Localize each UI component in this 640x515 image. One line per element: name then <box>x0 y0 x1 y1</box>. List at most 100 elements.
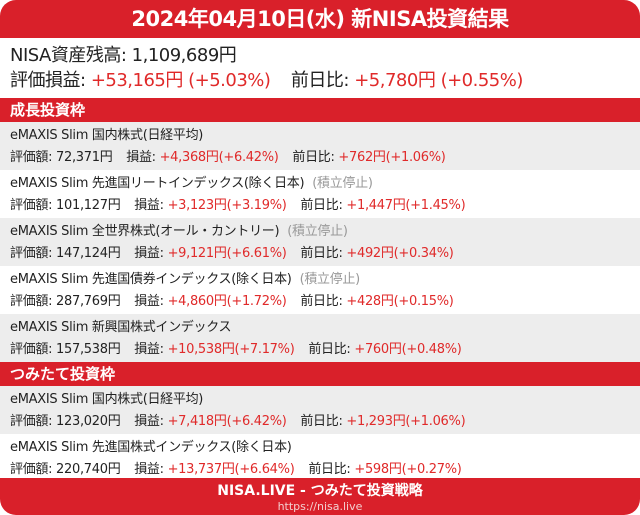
value-label: 評価額: <box>10 414 53 429</box>
day-value: +5,780円 <box>354 70 436 91</box>
fund-row: eMAXIS Slim 先進国リートインデックス(除く日本) (積立停止) 評価額… <box>0 170 640 218</box>
fund-row: eMAXIS Slim 国内株式(日経平均) 評価額: 123,020円 損益:… <box>0 386 640 434</box>
footer-url[interactable]: https://nisa.live <box>277 500 363 513</box>
fund-value: 287,769円 <box>56 294 121 309</box>
fund-name: eMAXIS Slim 全世界株式(オール・カントリー) <box>10 224 280 239</box>
section-header: 成長投資枠 <box>0 98 640 122</box>
fund-row: eMAXIS Slim 先進国債券インデックス(除く日本) (積立停止) 評価額:… <box>0 266 640 314</box>
fund-name: eMAXIS Slim 国内株式(日経平均) <box>10 392 204 407</box>
fund-pl: +9,121円 <box>167 246 227 261</box>
fund-name-line: eMAXIS Slim 先進国債券インデックス(除く日本) (積立停止) <box>10 269 630 291</box>
fund-pl-pct: (+7.17%) <box>234 342 295 357</box>
sections: 成長投資枠 eMAXIS Slim 国内株式(日経平均) 評価額: 72,371… <box>0 98 640 482</box>
page-title: 2024年04月10日(水) 新NISA投資結果 <box>0 0 640 38</box>
fund-name: eMAXIS Slim 先進国債券インデックス(除く日本) <box>10 272 292 287</box>
balance-label: NISA資産残高: <box>10 45 127 66</box>
fund-note: (積立停止) <box>312 176 373 191</box>
fund-row: eMAXIS Slim 新興国株式インデックス 評価額: 157,538円 損益… <box>0 314 640 362</box>
fund-day-pct: (+0.27%) <box>401 462 462 477</box>
fund-pl-pct: (+6.42%) <box>226 414 287 429</box>
balance-value: 1,109,689円 <box>131 45 237 66</box>
pl-label: 損益: <box>134 294 164 309</box>
fund-pl: +3,123円 <box>167 198 227 213</box>
fund-name-line: eMAXIS Slim 全世界株式(オール・カントリー) (積立停止) <box>10 221 630 243</box>
pl-label: 損益: <box>134 342 164 357</box>
fund-row: eMAXIS Slim 先進国株式インデックス(除く日本) 評価額: 220,7… <box>0 434 640 482</box>
value-label: 評価額: <box>10 246 53 261</box>
day-pct: (+0.55%) <box>440 70 524 91</box>
fund-pl: +4,368円 <box>159 150 219 165</box>
value-label: 評価額: <box>10 198 53 213</box>
fund-pl: +10,538円 <box>167 342 235 357</box>
summary: NISA資産残高: 1,109,689円 評価損益: +53,165円 (+5.… <box>0 38 640 98</box>
pl-label: 損益: <box>134 414 164 429</box>
value-label: 評価額: <box>10 294 53 309</box>
fund-pl-pct: (+1.72%) <box>226 294 287 309</box>
fund-values: 評価額: 157,538円 損益: +10,538円(+7.17%) 前日比: … <box>10 339 630 361</box>
day-label: 前日比: <box>292 150 335 165</box>
fund-day-pct: (+1.06%) <box>385 150 446 165</box>
fund-pl: +13,737円 <box>167 462 235 477</box>
section-header: つみたて投資枠 <box>0 362 640 386</box>
fund-name-line: eMAXIS Slim 先進国リートインデックス(除く日本) (積立停止) <box>10 173 630 195</box>
fund-values: 評価額: 101,127円 損益: +3,123円(+3.19%) 前日比: +… <box>10 195 630 217</box>
pl-label: 損益: <box>134 462 164 477</box>
day-label: 前日比: <box>300 414 343 429</box>
fund-name: eMAXIS Slim 国内株式(日経平均) <box>10 128 204 143</box>
fund-day: +598円 <box>354 462 402 477</box>
day-label: 前日比: <box>308 462 351 477</box>
fund-day-pct: (+1.45%) <box>405 198 466 213</box>
fund-value: 101,127円 <box>56 198 121 213</box>
fund-pl-pct: (+6.64%) <box>234 462 295 477</box>
fund-day-pct: (+0.34%) <box>393 246 454 261</box>
fund-name-line: eMAXIS Slim 新興国株式インデックス <box>10 317 630 339</box>
fund-value: 123,020円 <box>56 414 121 429</box>
fund-day: +492円 <box>346 246 394 261</box>
fund-value: 147,124円 <box>56 246 121 261</box>
fund-day: +760円 <box>354 342 402 357</box>
fund-day-pct: (+0.48%) <box>401 342 462 357</box>
fund-values: 評価額: 72,371円 損益: +4,368円(+6.42%) 前日比: +7… <box>10 147 630 169</box>
fund-name-line: eMAXIS Slim 先進国株式インデックス(除く日本) <box>10 437 630 459</box>
value-label: 評価額: <box>10 462 53 477</box>
fund-pl: +4,860円 <box>167 294 227 309</box>
fund-value: 157,538円 <box>56 342 121 357</box>
fund-row: eMAXIS Slim 全世界株式(オール・カントリー) (積立停止) 評価額: … <box>0 218 640 266</box>
fund-note: (積立停止) <box>299 272 361 287</box>
footer-title: NISA.LIVE - つみたて投資戦略 <box>217 483 423 499</box>
fund-day-pct: (+1.06%) <box>405 414 466 429</box>
day-label: 前日比: <box>308 342 351 357</box>
day-label: 前日比: <box>300 246 343 261</box>
fund-value: 220,740円 <box>56 462 121 477</box>
pl-label: 損益: <box>126 150 156 165</box>
fund-pl-pct: (+6.61%) <box>226 246 287 261</box>
fund-name: eMAXIS Slim 先進国リートインデックス(除く日本) <box>10 176 305 191</box>
pl-label: 損益: <box>134 246 164 261</box>
footer: NISA.LIVE - つみたて投資戦略 https://nisa.live <box>0 478 640 515</box>
fund-day: +1,447円 <box>346 198 406 213</box>
fund-name-line: eMAXIS Slim 国内株式(日経平均) <box>10 389 630 411</box>
fund-day: +762円 <box>338 150 386 165</box>
fund-pl: +7,418円 <box>167 414 227 429</box>
balance-line: NISA資産残高: 1,109,689円 <box>10 43 630 68</box>
pl-label: 評価損益: <box>10 70 86 91</box>
value-label: 評価額: <box>10 150 53 165</box>
pl-label: 損益: <box>134 198 164 213</box>
fund-day: +1,293円 <box>346 414 406 429</box>
value-label: 評価額: <box>10 342 53 357</box>
fund-day-pct: (+0.15%) <box>393 294 454 309</box>
fund-value: 72,371円 <box>56 150 113 165</box>
pl-line: 評価損益: +53,165円 (+5.03%) 前日比: +5,780円 (+0… <box>10 68 630 93</box>
fund-pl-pct: (+6.42%) <box>218 150 279 165</box>
fund-note: (積立停止) <box>287 224 348 239</box>
fund-day: +428円 <box>346 294 394 309</box>
fund-values: 評価額: 287,769円 損益: +4,860円(+1.72%) 前日比: +… <box>10 291 630 313</box>
fund-pl-pct: (+3.19%) <box>226 198 287 213</box>
fund-values: 評価額: 147,124円 損益: +9,121円(+6.61%) 前日比: +… <box>10 243 630 265</box>
fund-values: 評価額: 123,020円 損益: +7,418円(+6.42%) 前日比: +… <box>10 411 630 433</box>
day-label: 前日比: <box>290 70 350 91</box>
pl-value: +53,165円 <box>90 70 184 91</box>
fund-name-line: eMAXIS Slim 国内株式(日経平均) <box>10 125 630 147</box>
fund-row: eMAXIS Slim 国内株式(日経平均) 評価額: 72,371円 損益: … <box>0 122 640 170</box>
